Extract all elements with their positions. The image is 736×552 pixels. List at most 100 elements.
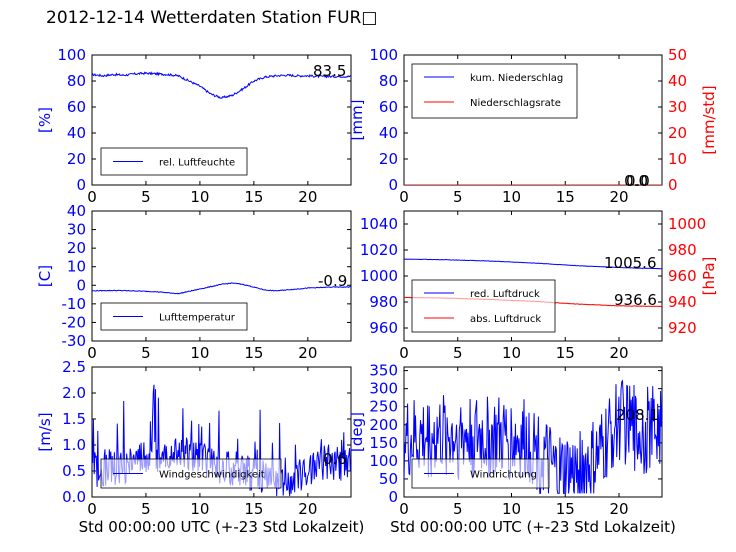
- y-tick-right-label: 0: [668, 176, 678, 194]
- y-tick-label: 1000: [360, 267, 398, 285]
- y-tick-label: 0: [76, 176, 86, 194]
- y-tick-right-label: 30: [668, 98, 687, 116]
- panel-windspeed: 0 5 10 15 20 0.0 0.5 1.0 1.5 2.0 2.5 [m/s] Std 00:00…: [36, 358, 364, 536]
- panel-humidity: 0 5 10 15 20 0 20 40 60 80 100 [%] rel. Luftfeuchte 8…: [36, 46, 352, 206]
- y-axis-label: [m/s]: [36, 412, 54, 451]
- y-tick-label: 250: [369, 398, 398, 416]
- x-tick-label: 10: [190, 500, 209, 518]
- panel-precip: 0 5 10 15 20 0 20 40 60 80 100 0 10 20 30 40 50 [mm] [mm/s…: [348, 46, 718, 206]
- y-tick-label: 40: [67, 124, 86, 142]
- legend: Lufttemperatur: [100, 302, 248, 331]
- y-tick-label: -20: [62, 313, 87, 331]
- x-tick-label: 0: [399, 188, 409, 206]
- panel-temperature: 0 5 10 15 20-30-20-10010203040[C]Lufttempera…: [36, 202, 352, 362]
- y-tick-label: 0: [388, 488, 398, 506]
- x-tick-label: 15: [556, 500, 575, 518]
- legend: Windrichtung: [411, 458, 550, 489]
- value-label: -0.9: [318, 272, 347, 290]
- x-tick-label: 0: [87, 188, 97, 206]
- y-tick-label: 1020: [360, 241, 398, 259]
- y-tick-label: 0: [76, 276, 86, 294]
- panel-pressure: 0 5 10 15 20 960 980 1000 1020 1040 920 940 960 980 10…: [360, 210, 718, 362]
- value-label: 1005.6: [604, 254, 657, 272]
- x-tick-label: 5: [141, 500, 151, 518]
- y-tick-label: 2.5: [62, 358, 86, 376]
- y-tick-label: 20: [67, 150, 86, 168]
- y-tick-label: 20: [379, 150, 398, 168]
- page-title: 2012-12-14 Wetterdaten Station FUR□: [46, 8, 378, 28]
- value-label: 208.1: [616, 406, 659, 424]
- legend: kum. Niederschlag Niederschlagsrate: [411, 63, 578, 119]
- x-tick-label: 10: [502, 500, 521, 518]
- legend-box: [411, 63, 578, 119]
- x-axis-label: Std 00:00:00 UTC (+-23 Std Lokalzeit): [79, 518, 365, 536]
- legend: red. Luftdruck abs. Luftdruck: [411, 279, 556, 333]
- legend: Windgeschwindigkeit: [100, 458, 282, 489]
- y-tick-label: 60: [67, 98, 86, 116]
- x-tick-label: 15: [556, 344, 575, 362]
- y-tick-label: 40: [379, 124, 398, 142]
- y-tick-right-label: 940: [668, 293, 697, 311]
- x-tick-label: 20: [609, 344, 628, 362]
- x-tick-label: 0: [399, 344, 409, 362]
- y-tick-label: 350: [369, 362, 398, 380]
- x-tick-label: 5: [141, 344, 151, 362]
- y-axis-label: [mm]: [348, 100, 366, 141]
- y-tick-right-label: 960: [668, 267, 697, 285]
- y-tick-right-label: 40: [668, 72, 687, 90]
- y-tick-label: -10: [62, 295, 87, 313]
- legend-label: kum. Niederschlag: [470, 73, 563, 84]
- legend-label: abs. Luftdruck: [470, 314, 541, 325]
- y-tick-label: 100: [369, 46, 398, 64]
- y-tick-right-label: 50: [668, 46, 687, 64]
- x-tick-label: 10: [502, 344, 521, 362]
- legend-label: Lufttemperatur: [159, 313, 236, 324]
- y-tick-label: -30: [62, 332, 87, 350]
- series-line-0: [92, 71, 351, 100]
- y-tick-label: 30: [67, 221, 86, 239]
- value-label: 0.0: [626, 172, 650, 190]
- x-tick-label: 0: [399, 500, 409, 518]
- x-tick-label: 20: [609, 188, 628, 206]
- legend-label: Windrichtung: [470, 470, 537, 481]
- y-tick-label: 80: [67, 72, 86, 90]
- x-tick-label: 5: [141, 188, 151, 206]
- x-tick-label: 15: [244, 500, 263, 518]
- y-tick-label: 40: [67, 202, 86, 220]
- x-tick-label: 0: [87, 344, 97, 362]
- legend-label: Niederschlagsrate: [470, 98, 561, 109]
- y-tick-label: 150: [369, 434, 398, 452]
- x-tick-label: 5: [453, 344, 463, 362]
- y-tick-label: 2.0: [62, 384, 86, 402]
- y-tick-label: 1040: [360, 215, 398, 233]
- value-label: 83.5: [313, 62, 346, 80]
- x-tick-label: 10: [190, 188, 209, 206]
- y-axis-label: [C]: [36, 265, 54, 287]
- plot-frame: [403, 366, 663, 498]
- y-tick-right-label: 980: [668, 241, 697, 259]
- x-tick-label: 20: [298, 188, 317, 206]
- y-tick-right-label: 920: [668, 319, 697, 337]
- x-tick-label: 20: [609, 500, 628, 518]
- y-tick-label: 1.0: [62, 436, 86, 454]
- x-tick-label: 5: [453, 188, 463, 206]
- y-tick-label: 80: [379, 72, 398, 90]
- legend: rel. Luftfeuchte: [100, 147, 248, 176]
- y-axis-right-label: [mm/std]: [700, 85, 718, 154]
- plot-frame: [91, 210, 352, 342]
- y-axis-label: [%]: [36, 107, 54, 133]
- value-label-2: 936.6: [614, 291, 657, 309]
- legend-label: rel. Luftfeuchte: [159, 158, 235, 169]
- y-tick-label: 1.5: [62, 410, 86, 428]
- y-tick-label: 100: [57, 46, 86, 64]
- x-tick-label: 0: [87, 500, 97, 518]
- y-tick-label: 960: [369, 319, 398, 337]
- x-tick-label: 20: [298, 500, 317, 518]
- x-tick-label: 5: [453, 500, 463, 518]
- plot-frame: [91, 366, 352, 498]
- x-tick-label: 20: [298, 344, 317, 362]
- y-tick-label: 50: [379, 470, 398, 488]
- y-tick-label: 980: [369, 293, 398, 311]
- x-tick-label: 10: [190, 344, 209, 362]
